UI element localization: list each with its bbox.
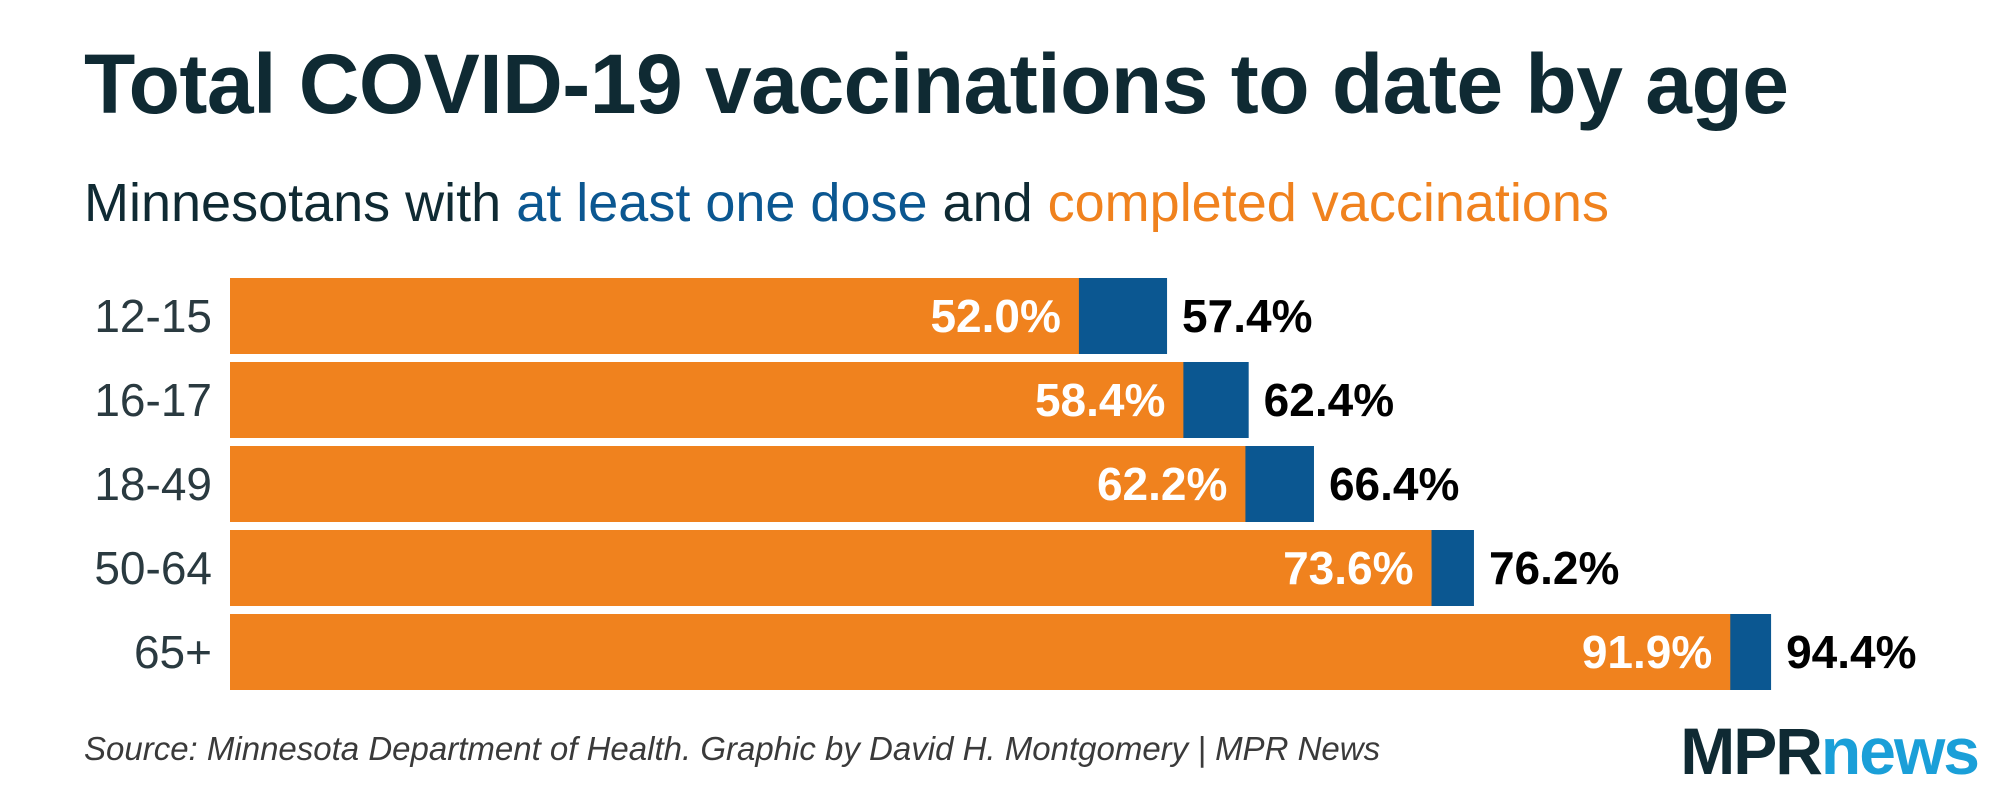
category-label: 16-17: [94, 374, 212, 426]
data-label-dose: 66.4%: [1329, 458, 1459, 510]
chart-subtitle: Minnesotans with at least one dose and c…: [84, 172, 1609, 234]
data-label-completed: 58.4%: [1035, 374, 1165, 426]
bar-completed: [230, 446, 1246, 522]
data-label-completed: 52.0%: [930, 290, 1060, 342]
chart-title: Total COVID-19 vaccinations to date by a…: [84, 37, 1789, 131]
data-label-completed: 73.6%: [1283, 542, 1413, 594]
subtitle-completed-legend: completed vaccinations: [1047, 173, 1609, 233]
bar-completed: [230, 362, 1184, 438]
subtitle-dose-legend: at least one dose: [516, 173, 928, 233]
bar-completed: [230, 530, 1432, 606]
data-label-dose: 94.4%: [1786, 626, 1916, 678]
category-label: 12-15: [94, 290, 212, 342]
source-footer: Source: Minnesota Department of Health. …: [84, 730, 1381, 767]
subtitle-prefix: Minnesotans with: [84, 173, 517, 233]
data-label-dose: 62.4%: [1264, 374, 1394, 426]
bar-completed: [230, 278, 1079, 354]
bar-completed: [230, 614, 1731, 690]
category-label: 65+: [134, 626, 212, 678]
subtitle-middle: and: [927, 173, 1048, 233]
logo-news: news: [1820, 714, 1980, 788]
data-label-dose: 57.4%: [1182, 290, 1312, 342]
category-label: 18-49: [94, 458, 212, 510]
data-label-dose: 76.2%: [1489, 542, 1619, 594]
data-label-completed: 62.2%: [1097, 458, 1227, 510]
category-label: 50-64: [94, 542, 212, 594]
data-label-completed: 91.9%: [1582, 626, 1712, 678]
mpr-news-logo: MPRnews: [1680, 718, 1980, 784]
logo-mpr: MPR: [1680, 714, 1823, 788]
